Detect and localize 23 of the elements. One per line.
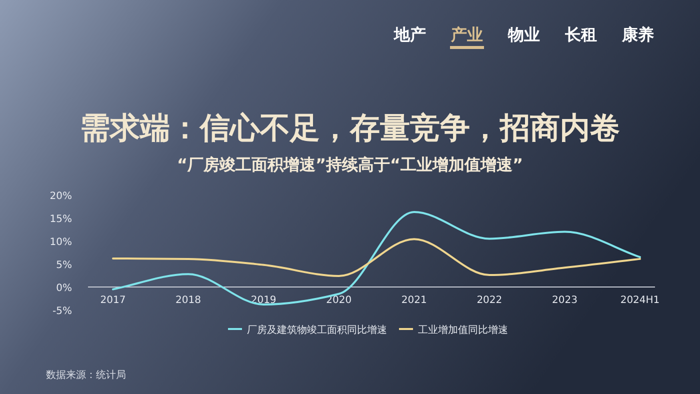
- x-tick-label: 2023: [552, 295, 578, 306]
- text: 康养: [621, 25, 654, 44]
- legend-label: 厂房及建筑物竣工面积同比增速: [247, 324, 387, 336]
- x-tick-label: 2018: [176, 295, 202, 306]
- chart-title: 需求端：信心不足，存量竞争，招商内卷: [80, 111, 620, 146]
- source-note: 数据来源：统计局: [46, 369, 126, 381]
- text: 产业: [450, 25, 483, 44]
- y-tick-label: 10%: [50, 237, 72, 248]
- x-tick-label: 2022: [476, 295, 502, 306]
- x-tick-label: 2021: [401, 295, 427, 306]
- chart-subtitle: “厂房竣工面积增速”持续高于“工业增加值增速”: [176, 155, 524, 174]
- text: 长租: [564, 25, 597, 44]
- x-tick-label: 2017: [100, 295, 126, 306]
- text: 地产: [393, 25, 426, 44]
- line-series: [112, 238, 641, 277]
- y-tick-label: -5%: [52, 306, 72, 317]
- y-tick-label: 15%: [50, 214, 72, 225]
- legend-label: 工业增加值同比增速: [418, 324, 508, 336]
- y-tick-label: 5%: [56, 260, 72, 271]
- y-tick-label: 0%: [56, 283, 72, 294]
- x-tick-label: 2024H1: [620, 295, 660, 306]
- y-tick-label: 20%: [50, 191, 72, 202]
- text: 物业: [507, 25, 540, 44]
